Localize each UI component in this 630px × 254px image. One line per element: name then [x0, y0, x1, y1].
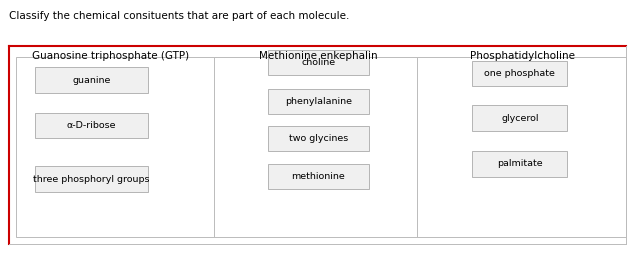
Text: glycerol: glycerol [501, 114, 539, 123]
FancyBboxPatch shape [472, 105, 567, 131]
FancyBboxPatch shape [9, 46, 626, 244]
Text: one phosphate: one phosphate [484, 69, 555, 78]
FancyBboxPatch shape [35, 166, 148, 192]
Text: Classify the chemical consituents that are part of each molecule.: Classify the chemical consituents that a… [9, 11, 350, 21]
FancyBboxPatch shape [35, 67, 148, 93]
FancyBboxPatch shape [268, 126, 369, 151]
FancyBboxPatch shape [214, 57, 419, 237]
Text: choline: choline [301, 58, 335, 67]
FancyBboxPatch shape [472, 61, 567, 86]
FancyBboxPatch shape [268, 50, 369, 75]
Text: phenylalanine: phenylalanine [285, 97, 352, 106]
Text: guanine: guanine [72, 75, 110, 85]
Text: two glycines: two glycines [289, 134, 348, 143]
FancyBboxPatch shape [472, 151, 567, 177]
Text: Guanosine triphosphate (GTP): Guanosine triphosphate (GTP) [32, 51, 189, 61]
FancyBboxPatch shape [35, 113, 148, 138]
FancyBboxPatch shape [268, 164, 369, 189]
Text: palmitate: palmitate [497, 159, 542, 168]
Text: Phosphatidylcholine: Phosphatidylcholine [471, 51, 575, 61]
FancyBboxPatch shape [16, 57, 216, 237]
Text: methionine: methionine [291, 172, 345, 181]
FancyBboxPatch shape [268, 89, 369, 114]
Text: three phosphoryl groups: three phosphoryl groups [33, 174, 149, 184]
FancyBboxPatch shape [417, 57, 626, 237]
Text: α-D-ribose: α-D-ribose [67, 121, 116, 130]
Text: Methionine enkephalin: Methionine enkephalin [259, 51, 377, 61]
